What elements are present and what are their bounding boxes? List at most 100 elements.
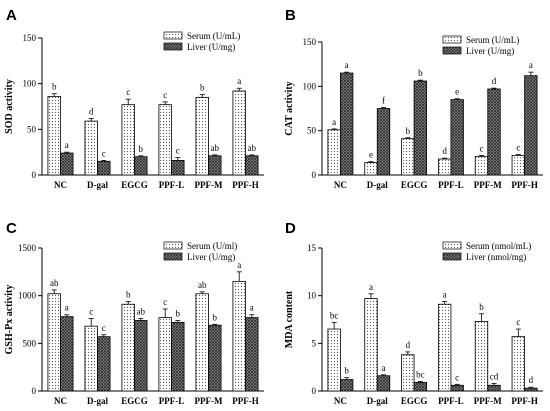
x-tick-label: PPF-L bbox=[159, 396, 185, 406]
significance-label: ab bbox=[198, 280, 207, 290]
significance-label: ab bbox=[50, 278, 59, 288]
x-tick-label: PPF-H bbox=[511, 180, 538, 190]
y-tick-label: 50 bbox=[27, 124, 37, 134]
significance-label: a bbox=[345, 60, 349, 70]
y-tick-label: 0 bbox=[32, 386, 37, 396]
significance-label: ab bbox=[248, 143, 257, 153]
bar bbox=[158, 317, 172, 392]
bar bbox=[364, 162, 378, 176]
y-tick-label: 50 bbox=[307, 126, 317, 136]
y-tick-label: 0 bbox=[312, 170, 317, 180]
x-tick-label: PPF-L bbox=[159, 180, 185, 190]
x-tick-label: PPF-M bbox=[195, 180, 223, 190]
y-tick-label: 1500 bbox=[18, 243, 37, 253]
bar bbox=[134, 320, 148, 392]
bar bbox=[376, 108, 391, 176]
bar bbox=[401, 354, 415, 392]
bar bbox=[401, 138, 415, 176]
legend-label: Serum (U/mL) bbox=[466, 35, 519, 45]
bar bbox=[134, 156, 148, 176]
y-tick-label: 10 bbox=[307, 291, 317, 301]
significance-label: c bbox=[89, 307, 93, 317]
significance-label: a bbox=[65, 140, 69, 150]
bar bbox=[487, 88, 501, 176]
y-tick-label: 0 bbox=[312, 386, 317, 396]
legend-label: Liver (U/mg) bbox=[466, 46, 514, 56]
panel-letter: D bbox=[285, 220, 296, 237]
significance-label: b bbox=[418, 68, 423, 78]
significance-label: d bbox=[406, 340, 411, 350]
x-tick-label: PPF-M bbox=[474, 396, 502, 406]
bar bbox=[171, 159, 185, 176]
x-tick-label: NC bbox=[334, 180, 347, 190]
legend-label: Serum (U/ml) bbox=[187, 241, 237, 251]
significance-label: b bbox=[213, 312, 218, 322]
y-tick-label: 150 bbox=[23, 33, 37, 43]
x-tick-label: PPF-H bbox=[232, 396, 259, 406]
significance-label: bc bbox=[416, 369, 425, 379]
panel-letter: B bbox=[285, 7, 296, 24]
significance-label: b bbox=[344, 366, 349, 376]
x-tick-label: EGCG bbox=[401, 396, 428, 406]
bar bbox=[524, 387, 538, 392]
significance-label: c bbox=[163, 90, 167, 100]
bar bbox=[84, 325, 98, 392]
x-tick-label: D-gal bbox=[87, 180, 108, 190]
y-tick-label: 500 bbox=[23, 338, 37, 348]
significance-label: c bbox=[455, 372, 459, 382]
legend-label: Liver (U/mg) bbox=[187, 252, 235, 262]
significance-label: ab bbox=[137, 307, 146, 317]
y-tick-label: 100 bbox=[23, 79, 37, 89]
significance-label: c bbox=[102, 323, 106, 333]
significance-label: bc bbox=[330, 310, 339, 320]
bar bbox=[340, 72, 354, 176]
bar bbox=[340, 379, 354, 392]
legend-swatch bbox=[442, 35, 462, 44]
bar bbox=[208, 155, 222, 176]
significance-label: c bbox=[126, 87, 130, 97]
bar bbox=[208, 324, 222, 392]
legend-label: Liver (nmol/mg) bbox=[466, 252, 526, 262]
x-tick-label: EGCG bbox=[121, 180, 148, 190]
significance-label: b bbox=[139, 144, 144, 154]
bar bbox=[413, 382, 428, 392]
significance-label: c bbox=[516, 143, 520, 153]
bar bbox=[364, 298, 378, 392]
bar bbox=[245, 317, 259, 392]
significance-label: c bbox=[102, 148, 106, 158]
significance-label: a bbox=[250, 303, 254, 313]
x-tick-label: NC bbox=[54, 180, 67, 190]
bar bbox=[47, 96, 61, 176]
significance-label: c bbox=[163, 297, 167, 307]
legend-label: Serum (U/mL) bbox=[187, 31, 240, 41]
legend-swatch bbox=[163, 31, 183, 40]
chart-panel-a: A SOD activity 0 50 100 150 NC b a D-gal d c EGCG c b P… bbox=[4, 7, 264, 190]
legend-swatch bbox=[442, 241, 462, 250]
significance-label: a bbox=[369, 282, 373, 292]
bar bbox=[474, 155, 489, 176]
x-tick-label: PPF-H bbox=[232, 180, 259, 190]
bar bbox=[121, 303, 135, 392]
y-tick-label: 100 bbox=[303, 81, 317, 91]
bar bbox=[121, 104, 135, 176]
bar bbox=[97, 160, 111, 176]
bar bbox=[511, 155, 525, 176]
significance-label: c bbox=[176, 146, 180, 156]
x-tick-label: PPF-L bbox=[438, 396, 464, 406]
bar bbox=[232, 90, 246, 176]
significance-label: d bbox=[442, 146, 447, 156]
bar bbox=[450, 384, 464, 392]
significance-label: cd bbox=[490, 371, 499, 381]
x-tick-label: D-gal bbox=[367, 180, 388, 190]
x-tick-label: PPF-M bbox=[474, 180, 502, 190]
x-tick-label: PPF-L bbox=[438, 180, 464, 190]
legend-swatch bbox=[442, 46, 462, 55]
significance-label: a bbox=[237, 76, 241, 86]
bar bbox=[437, 158, 452, 176]
significance-label: d bbox=[89, 106, 94, 116]
y-tick-label: 150 bbox=[303, 37, 317, 47]
bar bbox=[47, 293, 61, 392]
significance-label: b bbox=[52, 82, 57, 92]
